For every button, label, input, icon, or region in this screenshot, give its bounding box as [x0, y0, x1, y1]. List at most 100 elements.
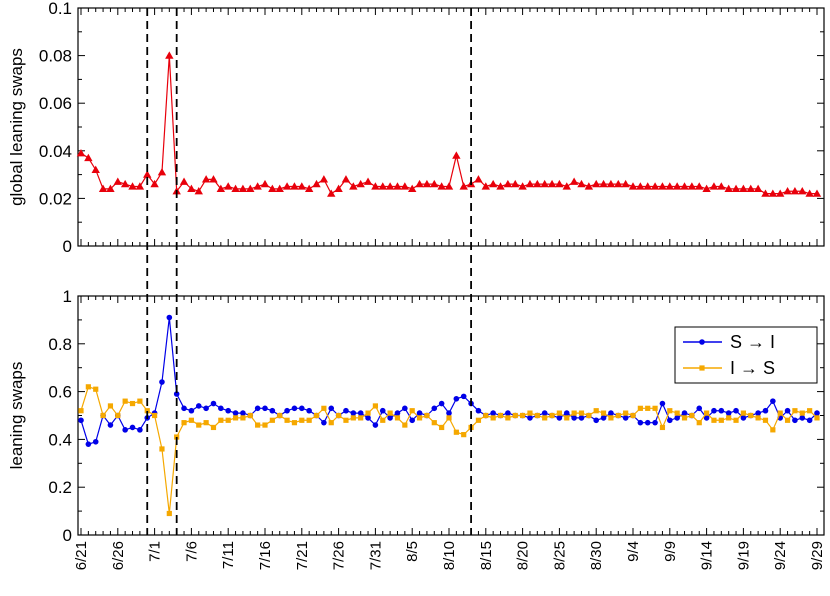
data-point — [224, 182, 233, 190]
data-point — [350, 410, 357, 416]
data-point — [460, 393, 467, 400]
data-point — [783, 187, 792, 195]
data-point — [740, 415, 747, 421]
data-point — [393, 182, 402, 190]
data-point — [534, 412, 540, 419]
x-tick-label: 6/21 — [73, 541, 90, 570]
data-point — [328, 420, 334, 426]
data-point — [196, 422, 202, 428]
data-point — [203, 420, 209, 426]
data-point — [645, 405, 651, 411]
data-point — [312, 179, 321, 188]
data-point — [562, 182, 571, 190]
data-point — [578, 415, 585, 421]
x-tick-label: 7/1 — [147, 541, 164, 562]
data-point — [150, 179, 159, 188]
data-point — [387, 410, 393, 416]
data-point — [400, 182, 410, 190]
data-point — [621, 179, 630, 188]
data-point — [768, 189, 778, 197]
data-point — [674, 415, 680, 421]
data-point — [623, 410, 629, 416]
data-point — [577, 179, 586, 188]
y-tick-label: 0.2 — [48, 478, 72, 497]
data-point — [518, 182, 527, 190]
data-point — [159, 379, 165, 385]
data-point — [275, 184, 284, 193]
data-point — [92, 438, 99, 445]
data-point — [777, 410, 783, 416]
panel-top: 0 0.02 0.04 0.06 0.08 0.1 global leaning swaps — [7, 0, 825, 256]
x-tick-label: 9/29 — [809, 541, 826, 570]
data-point — [232, 415, 239, 421]
data-point — [181, 405, 187, 412]
data-point — [527, 415, 533, 421]
data-point — [299, 417, 305, 423]
data-point — [681, 415, 688, 421]
x-tick-label: 8/5 — [404, 541, 421, 562]
data-point — [569, 177, 579, 185]
data-point — [240, 415, 246, 421]
data-point — [667, 408, 673, 414]
data-point — [644, 419, 651, 426]
legend-label: I → S — [730, 358, 775, 378]
data-point — [188, 417, 194, 423]
x-tick-label: 9/14 — [699, 541, 716, 570]
data-point — [718, 407, 725, 414]
data-point — [564, 415, 570, 421]
data-point — [600, 415, 607, 421]
data-point — [357, 410, 364, 416]
data-point — [372, 422, 379, 428]
data-point — [753, 184, 763, 193]
data-point — [799, 410, 805, 416]
data-point — [409, 408, 415, 414]
data-point — [253, 182, 262, 190]
y-axis-label: leaning swaps — [7, 362, 26, 470]
data-point — [334, 184, 343, 193]
data-point — [563, 410, 570, 416]
data-point — [431, 405, 438, 412]
data-point — [152, 412, 158, 419]
data-point — [622, 415, 629, 421]
data-point — [687, 182, 697, 190]
data-point — [600, 410, 607, 416]
data-point — [188, 407, 195, 414]
data-point — [203, 405, 209, 412]
data-point — [475, 407, 482, 414]
y-tick-label: 0 — [63, 237, 72, 256]
data-point — [238, 184, 248, 193]
data-point — [755, 410, 761, 416]
plot-frame — [77, 7, 825, 247]
data-point — [358, 415, 364, 421]
data-point — [724, 184, 733, 193]
data-point — [402, 422, 408, 428]
legend-marker — [699, 365, 705, 371]
data-point — [799, 415, 806, 421]
series-is — [78, 384, 820, 517]
data-point — [372, 403, 378, 409]
data-point — [262, 405, 268, 412]
data-point — [630, 412, 636, 419]
data-point — [269, 417, 275, 423]
data-point — [453, 395, 460, 402]
data-point — [128, 182, 137, 190]
data-point — [650, 182, 660, 190]
data-point — [85, 384, 91, 390]
data-point — [129, 400, 136, 407]
data-point — [328, 405, 335, 412]
data-point — [805, 189, 814, 197]
data-point — [659, 400, 666, 407]
data-point — [665, 182, 674, 190]
data-point — [195, 403, 202, 409]
data-point — [255, 422, 261, 428]
data-point — [297, 182, 306, 190]
data-point — [733, 407, 739, 414]
data-point — [533, 179, 542, 188]
data-point — [387, 415, 393, 421]
data-point — [814, 410, 820, 416]
data-point — [549, 412, 555, 419]
data-point — [98, 184, 108, 193]
data-point — [696, 405, 703, 412]
data-point — [422, 179, 432, 188]
data-point — [578, 410, 585, 416]
